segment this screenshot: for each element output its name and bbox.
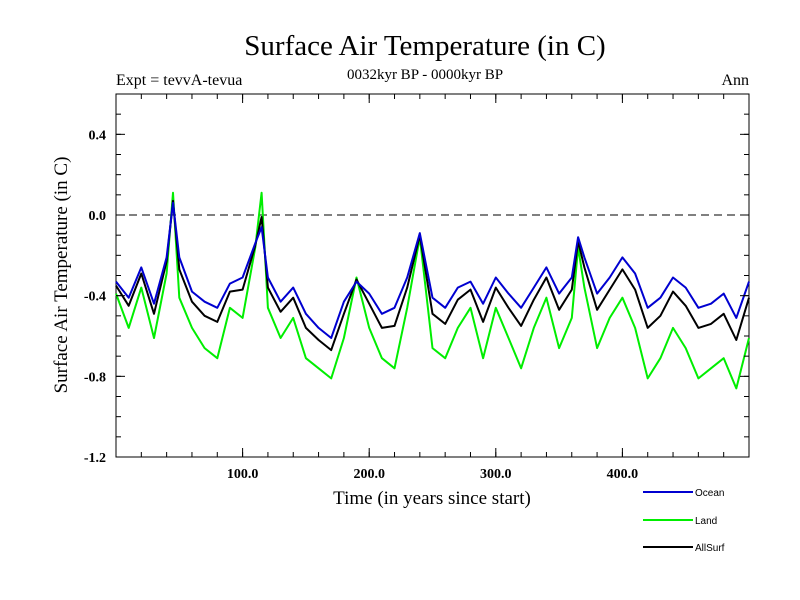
series-line-allsurf — [115, 199, 750, 352]
legend-label-allsurf: AllSurf — [695, 543, 725, 554]
y-tick-label: 0.0 — [89, 209, 107, 224]
x-tick-label: 200.0 — [353, 467, 385, 482]
series-line-ocean — [115, 201, 750, 339]
expt-label: Expt = tevvA-tevua — [116, 72, 242, 89]
legend: Ocean Land AllSurf — [643, 488, 725, 554]
y-tick-label: -0.8 — [84, 370, 106, 385]
axes-layer: -1.2 -0.8 -0.4 0.0 0.4 100.0 200.0 300.0 400.0 — [84, 93, 749, 482]
season-label: Ann — [721, 72, 749, 89]
plot-frame — [115, 93, 750, 458]
y-axis-label: Surface Air Temperature (in C) — [51, 157, 72, 394]
legend-label-land: Land — [695, 516, 717, 527]
legend-label-ocean: Ocean — [695, 488, 724, 499]
y-tick-label: -1.2 — [84, 451, 106, 466]
y-tick-label: -0.4 — [84, 290, 106, 305]
x-tick-label: 300.0 — [480, 467, 512, 482]
chart-subtitle: 0032kyr BP - 0000kyr BP — [347, 67, 503, 83]
y-tick-label: 0.4 — [89, 128, 107, 143]
series-line-land — [115, 191, 750, 390]
chart-title: Surface Air Temperature (in C) — [244, 30, 605, 62]
series-layer — [115, 191, 750, 390]
x-tick-label: 100.0 — [227, 467, 259, 482]
x-axis-label: Time (in years since start) — [333, 488, 531, 509]
x-tick-label: 400.0 — [607, 467, 639, 482]
